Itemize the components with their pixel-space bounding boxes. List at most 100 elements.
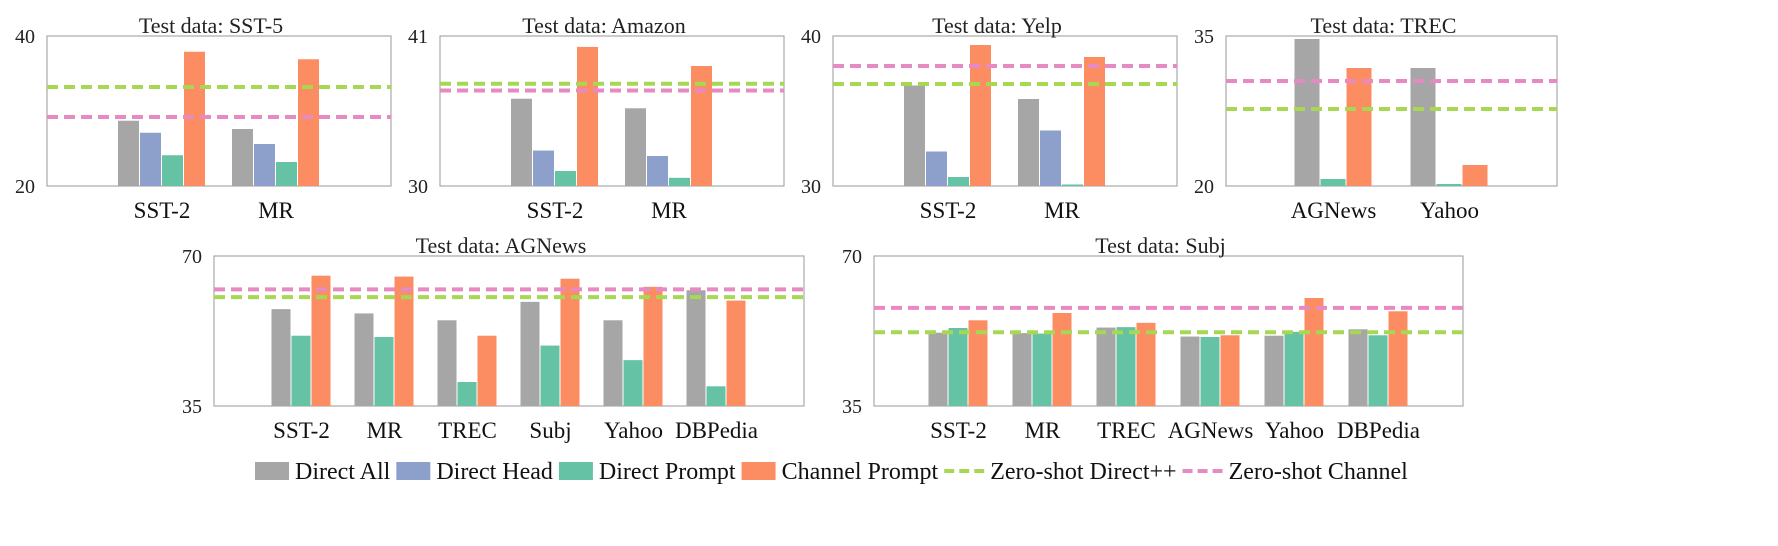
chart-test-data-trec: Test data: TREC 20 35 AGNews Yahoo: [1194, 13, 1558, 223]
bar-dbpedia-direct-prompt: [706, 386, 726, 406]
bar-yahoo-channel-prompt: [1304, 298, 1324, 406]
bar-trec-direct-prompt: [457, 382, 477, 406]
plot-frame: [832, 35, 1178, 187]
x-tick-label: AGNews: [1168, 418, 1254, 443]
x-tick-label: Yahoo: [1420, 198, 1479, 223]
x-tick-label: SST-2: [273, 418, 330, 443]
bar-agnews-channel-prompt: [1220, 335, 1240, 406]
y-tick-label: 70: [842, 246, 862, 268]
legend-item-channel-prompt: Channel Prompt: [741, 459, 939, 485]
bar-agnews-direct-prompt: [1320, 179, 1346, 186]
legend-swatch: [741, 462, 776, 480]
x-tick-label: Yahoo: [1265, 418, 1324, 443]
x-tick-label: MR: [258, 198, 294, 223]
x-tick-label: SST-2: [930, 418, 987, 443]
x-tick-label: TREC: [438, 418, 497, 443]
legend: Direct All Direct Head Direct Prompt Channe…: [255, 459, 1408, 485]
legend-item-direct-prompt: Direct Prompt: [558, 459, 736, 485]
bar-mr-direct-prompt: [276, 162, 297, 186]
x-tick-label: Subj: [529, 418, 571, 443]
chart-title: Test data: Amazon: [522, 13, 685, 38]
bar-sst-2-channel-prompt: [968, 320, 988, 406]
legend-swatch: [255, 462, 289, 480]
bar-sst-2-direct-all: [511, 98, 532, 186]
x-tick-label: MR: [1025, 418, 1061, 443]
bar-dbpedia-direct-all: [1348, 329, 1368, 406]
y-tick-label: 35: [842, 396, 862, 418]
bar-mr-channel-prompt: [394, 276, 414, 406]
x-tick-label: MR: [1044, 198, 1080, 223]
bar-subj-direct-all: [520, 301, 540, 406]
bar-mr-direct-prompt: [1032, 333, 1052, 406]
bar-mr-channel-prompt: [691, 66, 712, 186]
bar-yahoo-direct-prompt: [1436, 184, 1462, 186]
plot-frame: [213, 255, 805, 407]
bar-mr-channel-prompt: [1052, 313, 1072, 406]
legend-label: Zero-shot Channel: [1229, 459, 1409, 485]
legend-label: Direct Prompt: [599, 459, 736, 485]
chart-title: Test data: TREC: [1311, 13, 1457, 38]
bar-mr-direct-all: [625, 108, 646, 186]
bar-sst-2-direct-prompt: [555, 171, 576, 186]
bar-sst-2-direct-all: [928, 332, 948, 406]
bar-mr-direct-all: [354, 313, 374, 406]
bar-sst-2-direct-prompt: [162, 155, 183, 186]
legend-item-zs-direct: Zero-shot Direct++: [944, 459, 1177, 485]
chart-title: Test data: SST-5: [139, 13, 283, 38]
bar-trec-direct-prompt: [1116, 327, 1136, 406]
plot-frame: [46, 35, 392, 187]
x-tick-label: DBPedia: [675, 418, 758, 443]
x-tick-label: MR: [367, 418, 403, 443]
x-tick-label: SST-2: [134, 198, 191, 223]
bar-mr-direct-head: [647, 156, 668, 186]
bar-sst-2-direct-all: [271, 309, 291, 406]
bar-dbpedia-direct-all: [686, 290, 706, 406]
bar-mr-direct-all: [232, 129, 253, 186]
bar-dbpedia-channel-prompt: [1388, 311, 1408, 406]
bar-sst-2-direct-all: [118, 120, 139, 186]
y-tick-label: 40: [15, 26, 35, 48]
y-tick-label: 41: [408, 26, 428, 48]
x-tick-label: SST-2: [920, 198, 977, 223]
y-tick-label: 20: [15, 176, 35, 198]
bar-sst-2-channel-prompt: [970, 45, 991, 186]
bar-mr-channel-prompt: [1084, 57, 1105, 186]
y-tick-label: 30: [408, 176, 428, 198]
chart-test-data-amazon: Test data: Amazon 30 41 SST-2 MR: [408, 13, 785, 223]
y-tick-label: 35: [182, 396, 202, 418]
bar-mr-direct-prompt: [1062, 184, 1083, 186]
bar-sst-2-channel-prompt: [577, 46, 598, 187]
bar-yahoo-direct-all: [1264, 335, 1284, 406]
bar-yahoo-direct-prompt: [623, 360, 643, 406]
bar-agnews-channel-prompt: [1346, 68, 1372, 186]
bar-sst-2-direct-prompt: [948, 177, 969, 186]
chart-test-data-yelp: Test data: Yelp 30 40 SST-2 MR: [801, 13, 1178, 223]
bar-sst-2-direct-head: [533, 150, 554, 186]
bar-trec-channel-prompt: [477, 335, 497, 406]
legend-item-direct-all: Direct All: [255, 459, 391, 485]
plot-frame: [439, 35, 785, 187]
legend-item-zs-channel: Zero-shot Channel: [1182, 459, 1409, 485]
bar-mr-direct-all: [1012, 333, 1032, 406]
bar-sst-2-direct-head: [926, 151, 947, 186]
bar-agnews-direct-all: [1294, 39, 1320, 186]
y-tick-label: 30: [801, 176, 821, 198]
legend-label: Channel Prompt: [782, 459, 939, 485]
legend-label: Direct All: [295, 459, 391, 485]
chart-title: Test data: Yelp: [932, 13, 1062, 38]
legend-swatch: [558, 462, 593, 480]
legend-label: Direct Head: [436, 459, 553, 485]
bar-mr-direct-head: [254, 144, 275, 186]
bar-agnews-direct-prompt: [1200, 337, 1220, 406]
chart-title: Test data: AGNews: [416, 233, 587, 258]
bar-yahoo-direct-prompt: [1284, 331, 1304, 406]
y-tick-label: 20: [1194, 176, 1214, 198]
bar-yahoo-direct-all: [1410, 68, 1436, 186]
bar-yahoo-direct-all: [603, 320, 623, 406]
bar-dbpedia-direct-prompt: [1368, 335, 1388, 406]
x-tick-label: DBPedia: [1337, 418, 1420, 443]
y-tick-label: 70: [182, 246, 202, 268]
bar-mr-direct-head: [1040, 130, 1061, 186]
chart-title: Test data: Subj: [1095, 233, 1225, 258]
chart-test-data-agnews: Test data: AGNews 35 70 SST-2 MR TREC Subj Yaho…: [182, 233, 805, 443]
